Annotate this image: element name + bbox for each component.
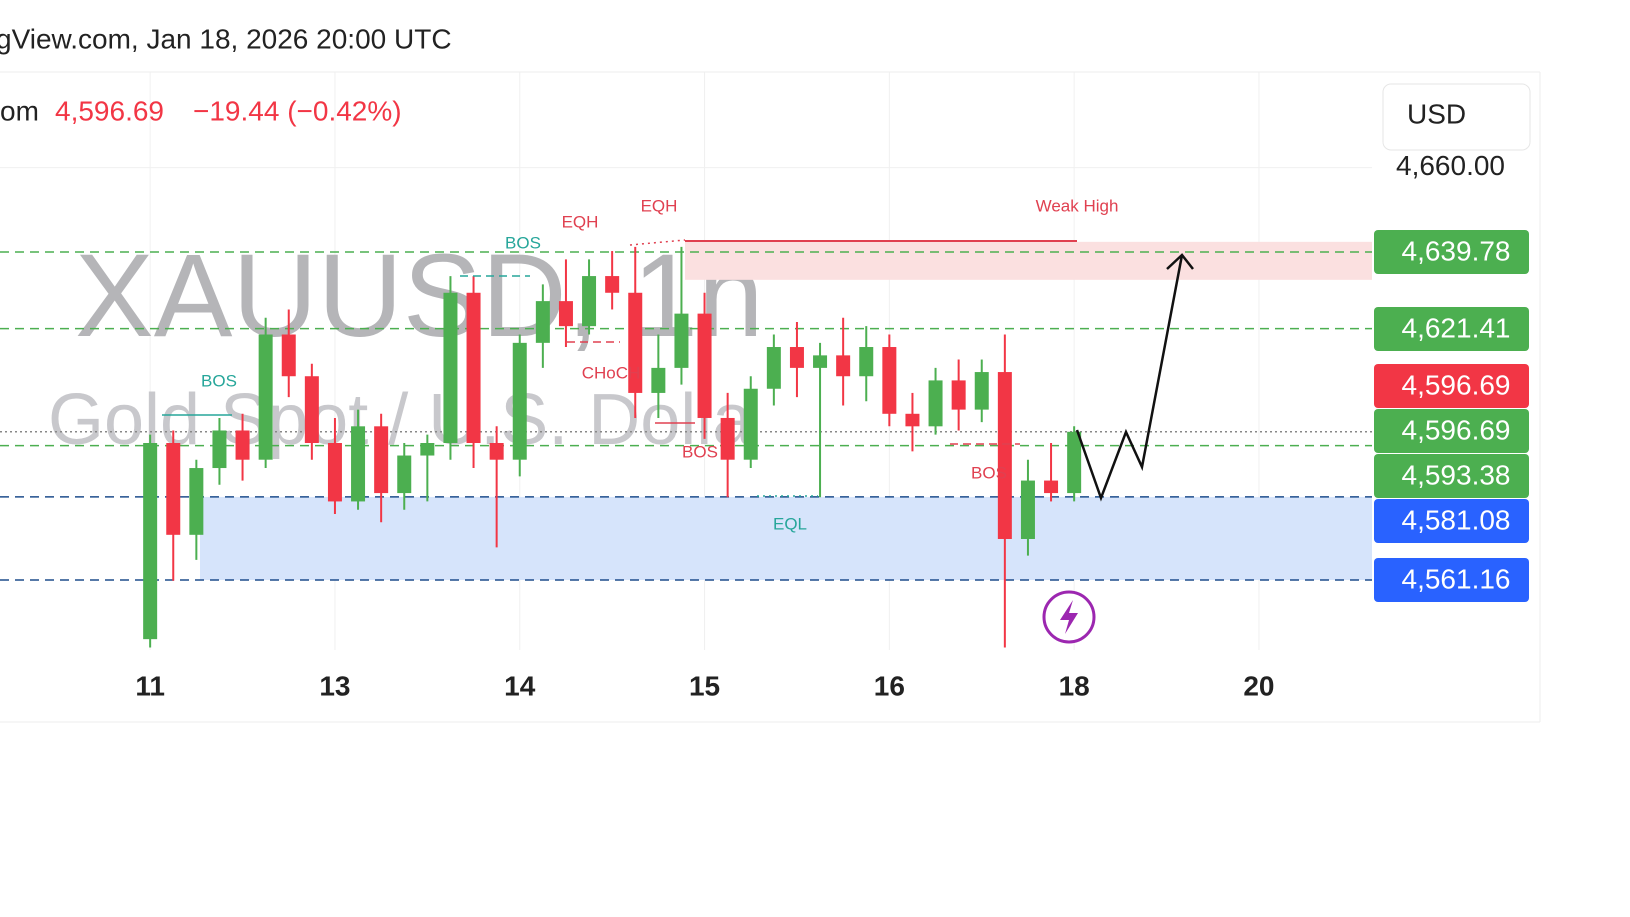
annotation: BOS xyxy=(682,442,718,461)
projection-arrow xyxy=(1166,253,1194,270)
annotation: BOS xyxy=(505,233,541,252)
price-label-box xyxy=(1374,409,1529,453)
last-price: 4,596.69 xyxy=(55,95,164,126)
candle-body xyxy=(281,334,296,377)
price-change: −19.44 (−0.42%) xyxy=(193,95,402,126)
annotation: BOS xyxy=(971,463,1007,482)
candle-body xyxy=(651,367,666,393)
candle-body xyxy=(974,372,989,410)
candle-body xyxy=(212,430,227,469)
candle-body xyxy=(166,443,181,535)
symbol: om xyxy=(0,95,39,126)
projection xyxy=(1075,254,1184,502)
candle-body xyxy=(836,355,851,377)
price-label-box xyxy=(1374,499,1529,543)
price-label-box xyxy=(1374,364,1529,408)
candle-body xyxy=(397,455,412,494)
candle-body xyxy=(420,443,435,456)
x-tick-label: 15 xyxy=(689,670,720,701)
candle-body xyxy=(489,443,504,460)
candle-body xyxy=(882,347,897,414)
x-tick-label: 20 xyxy=(1243,670,1274,701)
y-tick-label: 4,660.00 xyxy=(1396,150,1505,181)
x-tick-label: 16 xyxy=(874,670,905,701)
price-label-box xyxy=(1374,307,1529,351)
candle-body xyxy=(327,443,342,502)
candle-body xyxy=(512,342,527,460)
price-label: 4,596.69 xyxy=(1402,369,1511,400)
currency[interactable]: USD xyxy=(1407,98,1466,129)
x-tick-label: 13 xyxy=(319,670,350,701)
x-tick-label: 18 xyxy=(1059,670,1090,701)
candle-body xyxy=(697,313,712,418)
x-tick-label: 11 xyxy=(135,670,165,701)
flash-bolt xyxy=(1060,600,1078,634)
candle-body xyxy=(374,426,389,494)
zone xyxy=(200,496,1372,581)
candle-body xyxy=(351,426,366,502)
zone xyxy=(685,241,1372,280)
price-label-box xyxy=(1374,558,1529,602)
candle-body xyxy=(951,380,966,410)
candle-body xyxy=(997,372,1012,539)
candle-body xyxy=(582,276,597,327)
candle-body xyxy=(143,443,158,640)
candle-body xyxy=(674,313,689,368)
candle-body xyxy=(720,417,735,460)
candle-body xyxy=(258,334,273,460)
candle-body xyxy=(605,276,620,293)
candle-body xyxy=(789,347,804,368)
candle-body xyxy=(1067,431,1082,494)
candle-body xyxy=(466,292,481,444)
candle-body xyxy=(766,347,781,389)
currency-button[interactable] xyxy=(1382,83,1531,151)
candle-body xyxy=(235,430,250,460)
price-label: 4,561.16 xyxy=(1402,563,1511,594)
candle-body xyxy=(813,355,828,368)
annotation: EQH xyxy=(641,196,678,215)
annotation: BOS xyxy=(201,371,237,390)
candle-body xyxy=(443,292,458,444)
drawings xyxy=(162,239,1194,644)
header: gView.com, Jan 18, 2026 20:00 UTC xyxy=(0,23,452,54)
candle-body xyxy=(905,413,920,427)
candle-body xyxy=(859,347,874,377)
candle-body xyxy=(1044,480,1059,494)
candle-body xyxy=(928,380,943,427)
price-label: 4,639.78 xyxy=(1402,235,1511,266)
price-label: 4,596.69 xyxy=(1402,414,1511,445)
candle-body xyxy=(1020,480,1035,539)
candle-body xyxy=(558,301,573,327)
candle-body xyxy=(535,301,550,343)
price-label-box xyxy=(1374,454,1529,498)
price-label: 4,581.08 xyxy=(1402,504,1511,535)
annotation: Weak High xyxy=(1036,196,1119,215)
price-label-box xyxy=(1374,230,1529,274)
x-tick-label: 14 xyxy=(504,670,536,701)
price-label: 4,621.41 xyxy=(1402,312,1511,343)
price-label: 4,593.38 xyxy=(1402,459,1511,490)
annotation: EQL xyxy=(773,514,807,533)
candle-body xyxy=(743,388,758,460)
annotation: CHoCH xyxy=(582,363,641,382)
watermark: XAUUSD, 1h xyxy=(75,230,764,362)
candle-body xyxy=(628,292,643,393)
candle-body xyxy=(189,468,204,535)
candle-body xyxy=(304,376,319,444)
annotation: EQH xyxy=(562,212,599,231)
